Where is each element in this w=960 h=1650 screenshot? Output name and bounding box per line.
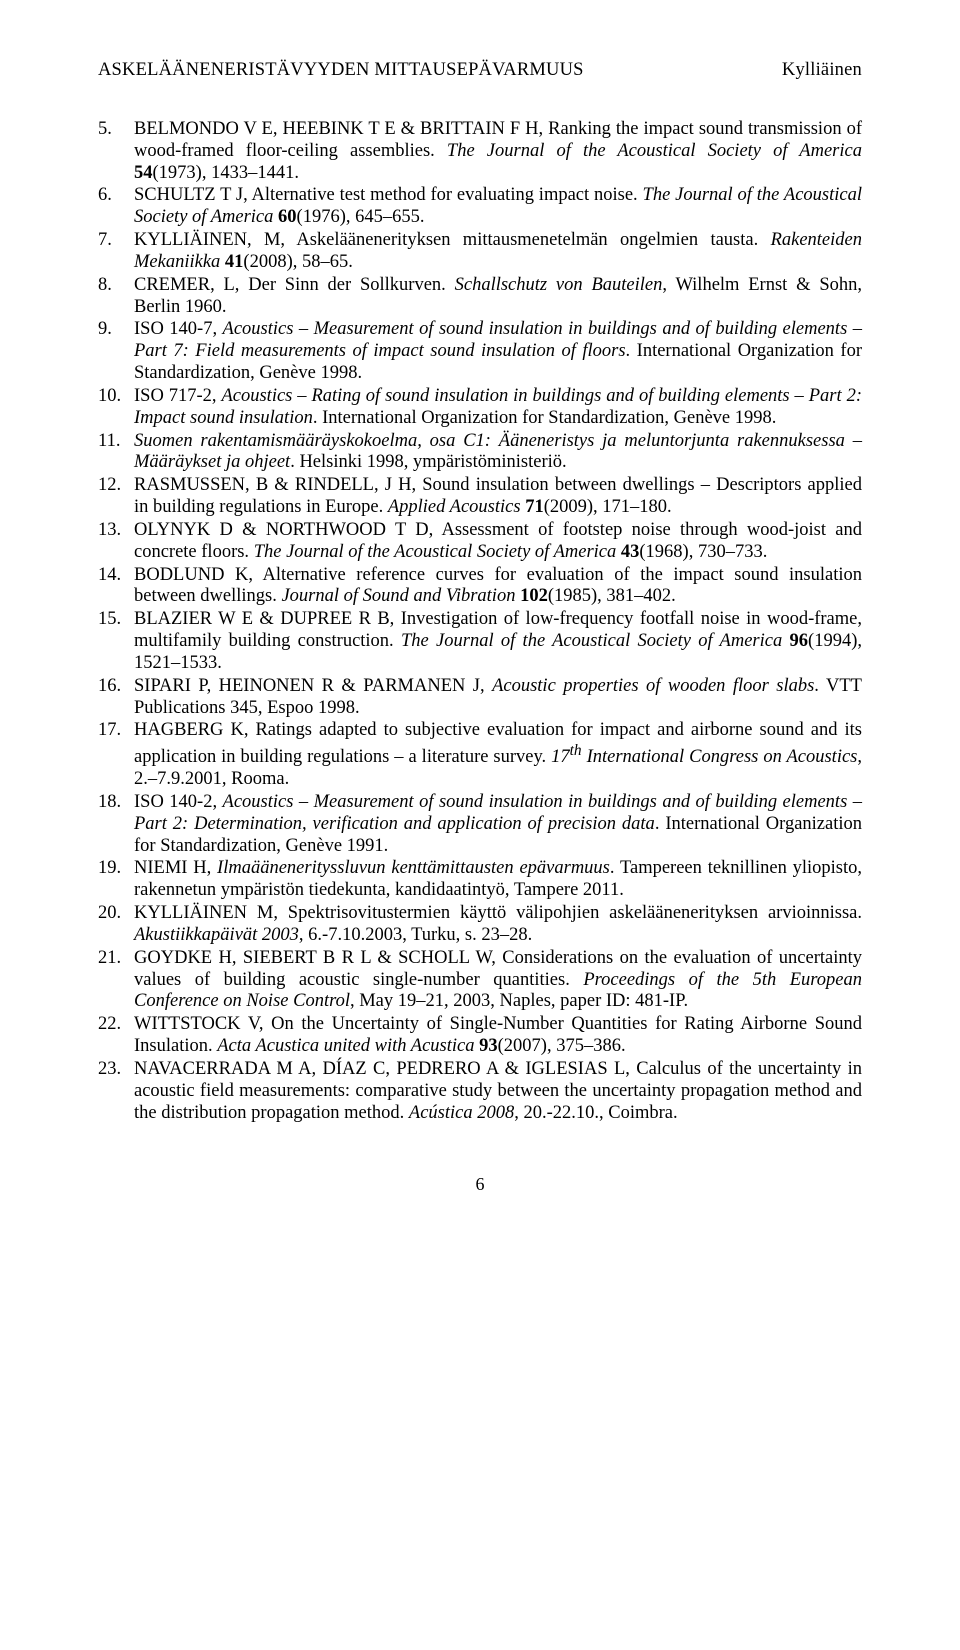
ref-number: 7. (98, 230, 128, 252)
reference-item: 5. BELMONDO V E, HEEBINK T E & BRITTAIN F… (98, 119, 862, 184)
ref-number: 15. (98, 609, 128, 631)
reference-item: 17. HAGBERG K, Ratings adapted to subject… (98, 720, 862, 791)
ref-number: 21. (98, 948, 128, 970)
ref-number: 10. (98, 386, 128, 408)
page-number: 6 (98, 1174, 862, 1195)
ref-text: KYLLIÄINEN, M, Askeläänenerityksen mitta… (134, 230, 862, 272)
reference-item: 15. BLAZIER W E & DUPREE R B, Investigati… (98, 609, 862, 674)
ref-number: 16. (98, 676, 128, 698)
ref-text: OLYNYK D & NORTHWOOD T D, Assessment of … (134, 520, 862, 562)
reference-item: 6. SCHULTZ T J, Alternative test method f… (98, 185, 862, 229)
ref-text: GOYDKE H, SIEBERT B R L & SCHOLL W, Cons… (134, 948, 862, 1012)
running-header: ASKELÄÄNENERISTÄVYYDEN MITTAUSEPÄVARMUUS… (98, 60, 862, 81)
ref-text: ISO 140-2, Acoustics – Measurement of so… (134, 792, 862, 856)
ref-number: 13. (98, 520, 128, 542)
header-left: ASKELÄÄNENERISTÄVYYDEN MITTAUSEPÄVARMUUS (98, 60, 584, 81)
ref-text: HAGBERG K, Ratings adapted to subjective… (134, 720, 862, 789)
ref-number: 8. (98, 275, 128, 297)
reference-item: 12. RASMUSSEN, B & RINDELL, J H, Sound in… (98, 475, 862, 519)
ref-text: BODLUND K, Alternative reference curves … (134, 565, 862, 607)
reference-item: 8. CREMER, L, Der Sinn der Sollkurven. Sc… (98, 275, 862, 319)
ref-number: 23. (98, 1059, 128, 1081)
reference-item: 19. NIEMI H, Ilmaäänenerityssluvun kenttä… (98, 858, 862, 902)
reference-item: 7. KYLLIÄINEN, M, Askeläänenerityksen mit… (98, 230, 862, 274)
reference-item: 22. WITTSTOCK V, On the Uncertainty of Si… (98, 1014, 862, 1058)
reference-item: 9. ISO 140-7, Acoustics – Measurement of … (98, 319, 862, 384)
ref-text: BELMONDO V E, HEEBINK T E & BRITTAIN F H… (134, 119, 862, 183)
ref-number: 9. (98, 319, 128, 341)
reference-item: 14. BODLUND K, Alternative reference curv… (98, 565, 862, 609)
page-container: ASKELÄÄNENERISTÄVYYDEN MITTAUSEPÄVARMUUS… (0, 0, 960, 1235)
reference-item: 23. NAVACERRADA M A, DÍAZ C, PEDRERO A & … (98, 1059, 862, 1124)
reference-item: 20. KYLLIÄINEN M, Spektrisovitustermien k… (98, 903, 862, 947)
ref-number: 17. (98, 720, 128, 742)
ref-text: ISO 717-2, Acoustics – Rating of sound i… (134, 386, 862, 428)
reference-item: 11. Suomen rakentamismääräyskokoelma, osa… (98, 431, 862, 475)
ref-number: 18. (98, 792, 128, 814)
ref-number: 11. (98, 431, 128, 453)
ref-text: RASMUSSEN, B & RINDELL, J H, Sound insul… (134, 475, 862, 517)
ref-number: 5. (98, 119, 128, 141)
ref-text: NAVACERRADA M A, DÍAZ C, PEDRERO A & IGL… (134, 1059, 862, 1123)
ref-number: 6. (98, 185, 128, 207)
ref-text: CREMER, L, Der Sinn der Sollkurven. Scha… (134, 275, 862, 317)
ref-number: 14. (98, 565, 128, 587)
ref-text: SCHULTZ T J, Alternative test method for… (134, 185, 862, 227)
ref-text: ISO 140-7, Acoustics – Measurement of so… (134, 319, 862, 383)
header-right: Kylliäinen (782, 60, 862, 81)
ref-text: KYLLIÄINEN M, Spektrisovitustermien käyt… (134, 903, 862, 945)
reference-item: 18. ISO 140-2, Acoustics – Measurement of… (98, 792, 862, 857)
ref-number: 12. (98, 475, 128, 497)
ref-number: 22. (98, 1014, 128, 1036)
reference-list: 5. BELMONDO V E, HEEBINK T E & BRITTAIN F… (98, 119, 862, 1124)
ref-text: SIPARI P, HEINONEN R & PARMANEN J, Acous… (134, 676, 862, 718)
ref-text: NIEMI H, Ilmaäänenerityssluvun kenttämit… (134, 858, 862, 900)
ref-number: 20. (98, 903, 128, 925)
reference-item: 16. SIPARI P, HEINONEN R & PARMANEN J, Ac… (98, 676, 862, 720)
ref-text: WITTSTOCK V, On the Uncertainty of Singl… (134, 1014, 862, 1056)
ref-text: BLAZIER W E & DUPREE R B, Investigation … (134, 609, 862, 673)
reference-item: 13. OLYNYK D & NORTHWOOD T D, Assessment … (98, 520, 862, 564)
reference-item: 10. ISO 717-2, Acoustics – Rating of soun… (98, 386, 862, 430)
ref-number: 19. (98, 858, 128, 880)
reference-item: 21. GOYDKE H, SIEBERT B R L & SCHOLL W, C… (98, 948, 862, 1013)
ref-text: Suomen rakentamismääräyskokoelma, osa C1… (134, 431, 862, 473)
